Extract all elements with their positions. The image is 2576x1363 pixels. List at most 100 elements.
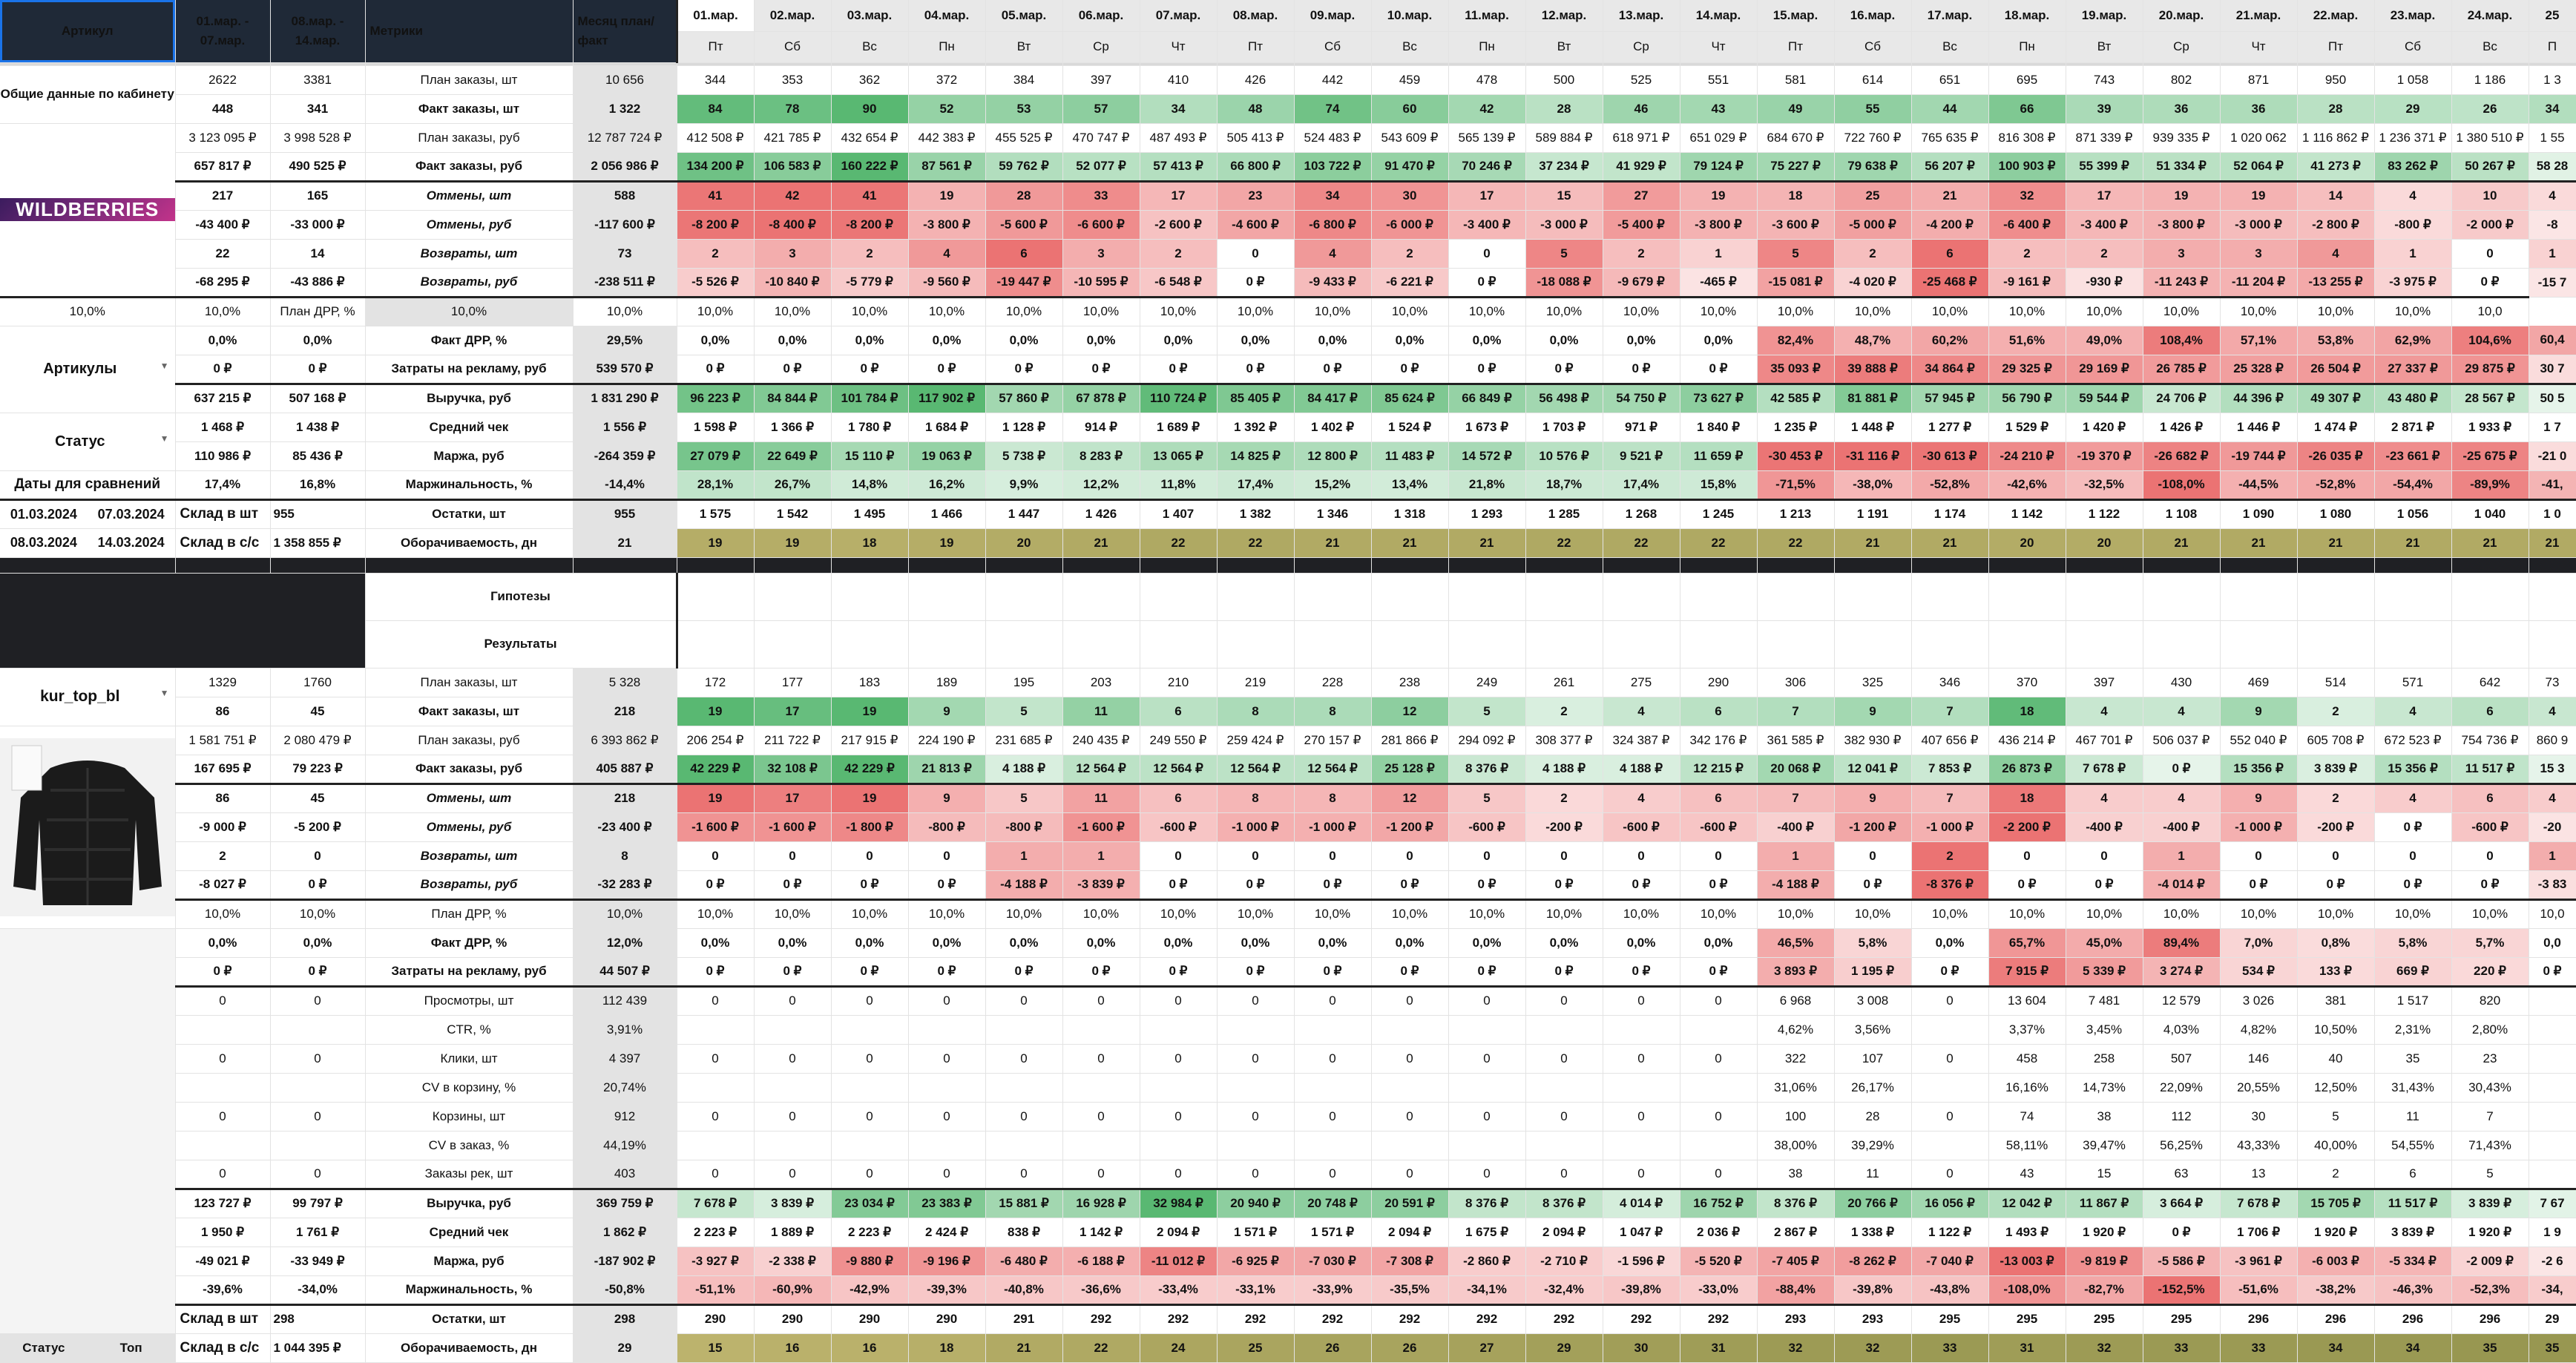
day-value[interactable]: 0 [1680,1160,1758,1189]
day-value[interactable]: 0 [677,1044,755,1074]
day-value[interactable]: 1 920 ₽ [2066,1218,2143,1247]
day-value[interactable]: 0 [2066,841,2143,871]
day-value[interactable]: 7 [1757,697,1835,726]
day-value[interactable]: 16,2% [908,470,986,500]
period1-value[interactable]: 0,0% [175,326,271,355]
day-value[interactable]: 5 [985,782,1063,813]
day-value[interactable]: 2,31% [2374,1015,2452,1045]
date-header[interactable]: 19.мар. [2066,0,2143,32]
day-value[interactable]: 43 480 ₽ [2374,382,2452,413]
day-value[interactable]: 203 [1062,668,1140,697]
day-value[interactable]: 10,0% [2374,295,2452,326]
day-value[interactable]: 421 785 ₽ [754,123,832,153]
day-value[interactable]: 1 174 [1911,498,1989,529]
day-value[interactable]: 63 [2143,1160,2221,1189]
day-value[interactable]: 177 [754,668,832,697]
day-value[interactable]: 26 504 ₽ [2297,355,2375,384]
day-value[interactable]: 10,0% [1525,295,1603,326]
day-value[interactable]: -34, [2529,1275,2576,1305]
day-value[interactable]: 10,0% [2374,898,2452,929]
day-value[interactable]: 1 366 ₽ [754,413,832,442]
month-value[interactable]: 218 [573,782,677,813]
weekday-header[interactable]: Вс [1371,31,1449,63]
day-value[interactable] [1217,1015,1295,1045]
period1-value[interactable] [175,1015,271,1045]
day-value[interactable]: -200 ₽ [1525,812,1603,842]
day-value[interactable]: 971 ₽ [1603,413,1680,442]
day-value[interactable]: 4,82% [2220,1015,2298,1045]
articles-dropdown[interactable]: Артикулы ▼ [0,326,176,413]
day-value[interactable]: 10,0% [1757,295,1835,326]
day-value[interactable]: 10,0% [1294,898,1372,929]
header-period1[interactable]: 01.мар. - 07.мар. [175,0,271,63]
day-value[interactable]: 0 ₽ [2451,870,2529,900]
day-value[interactable] [1448,1073,1526,1103]
day-value[interactable]: 1 493 ₽ [1988,1218,2066,1247]
month-value[interactable]: -238 511 ₽ [573,268,677,298]
day-value[interactable]: 1 571 ₽ [1217,1218,1295,1247]
day-value[interactable]: -6 003 ₽ [2297,1247,2375,1276]
day-value[interactable]: -54,4% [2374,470,2452,500]
period2-value[interactable]: 298 [270,1303,366,1334]
day-value[interactable]: 4 [1603,782,1680,813]
day-value[interactable]: 1 840 ₽ [1680,413,1758,442]
month-value[interactable]: 10,0% [365,295,574,326]
day-value[interactable]: 0 ₽ [831,957,909,987]
day-value[interactable]: -6 188 ₽ [1062,1247,1140,1276]
day-value[interactable]: 0,0% [1680,928,1758,958]
day-value[interactable]: 1 920 ₽ [2451,1218,2529,1247]
day-value[interactable]: 39 888 ₽ [1834,355,1912,384]
day-value[interactable]: 41 [677,180,755,211]
day-value[interactable]: 10,0% [1062,898,1140,929]
day-value[interactable] [1062,1073,1140,1103]
day-value[interactable]: 0 [1371,1102,1449,1132]
day-value[interactable]: 5,8% [1834,928,1912,958]
day-value[interactable]: 722 760 ₽ [1834,123,1912,153]
day-value[interactable]: 0,0% [1603,326,1680,355]
day-value[interactable]: 1 245 [1680,498,1758,529]
day-value[interactable]: 0 [1140,985,1218,1016]
day-value[interactable]: 7 678 ₽ [2220,1187,2298,1218]
day-value[interactable]: 0 [1217,841,1295,871]
day-value[interactable]: 324 387 ₽ [1603,726,1680,755]
day-value[interactable]: 27 [1603,180,1680,211]
day-value[interactable]: 100 [1757,1102,1835,1132]
day-value[interactable]: 13 [2220,1160,2298,1189]
hypothesis-cell[interactable] [2220,573,2298,621]
day-value[interactable]: 10,0% [1448,295,1526,326]
day-value[interactable]: 5 [2297,1102,2375,1132]
weekday-header[interactable]: Сб [1294,31,1372,63]
day-value[interactable]: -4 188 ₽ [1757,870,1835,900]
day-value[interactable]: 41 [831,180,909,211]
day-value[interactable]: -30 613 ₽ [1911,441,1989,471]
day-value[interactable]: -4 014 ₽ [2143,870,2221,900]
day-value[interactable]: -7 308 ₽ [1371,1247,1449,1276]
day-value[interactable]: 15 3 [2529,755,2576,784]
day-value[interactable]: 0 ₽ [1294,957,1372,987]
date-header[interactable]: 06.мар. [1062,0,1140,32]
result-cell[interactable] [908,620,986,669]
day-value[interactable]: -6 221 ₽ [1371,268,1449,298]
day-value[interactable]: 4 188 ₽ [1525,755,1603,784]
day-value[interactable]: -930 ₽ [2066,268,2143,298]
day-value[interactable]: 133 ₽ [2297,957,2375,987]
day-value[interactable]: 1 407 [1140,498,1218,529]
day-value[interactable]: 19 [754,528,832,558]
day-value[interactable]: 4 [2374,180,2452,211]
day-value[interactable]: 14 [2297,180,2375,211]
day-value[interactable]: 0 ₽ [1525,355,1603,384]
day-value[interactable]: 10,0% [908,295,986,326]
day-value[interactable]: 32 [2066,1333,2143,1363]
day-value[interactable]: 8 376 ₽ [1525,1187,1603,1218]
weekday-header[interactable]: Пт [2297,31,2375,63]
day-value[interactable]: 20 940 ₽ [1217,1187,1295,1218]
day-value[interactable]: 2 223 ₽ [831,1218,909,1247]
day-value[interactable]: 10,0% [2066,295,2143,326]
period1-value[interactable]: 0 [175,1160,271,1189]
day-value[interactable]: 0 ₽ [1834,870,1912,900]
day-value[interactable]: 33 [2220,1333,2298,1363]
day-value[interactable]: -1 200 ₽ [1834,812,1912,842]
day-value[interactable]: 0 ₽ [2143,755,2221,784]
date-header[interactable]: 09.мар. [1294,0,1372,32]
day-value[interactable]: 46,5% [1757,928,1835,958]
